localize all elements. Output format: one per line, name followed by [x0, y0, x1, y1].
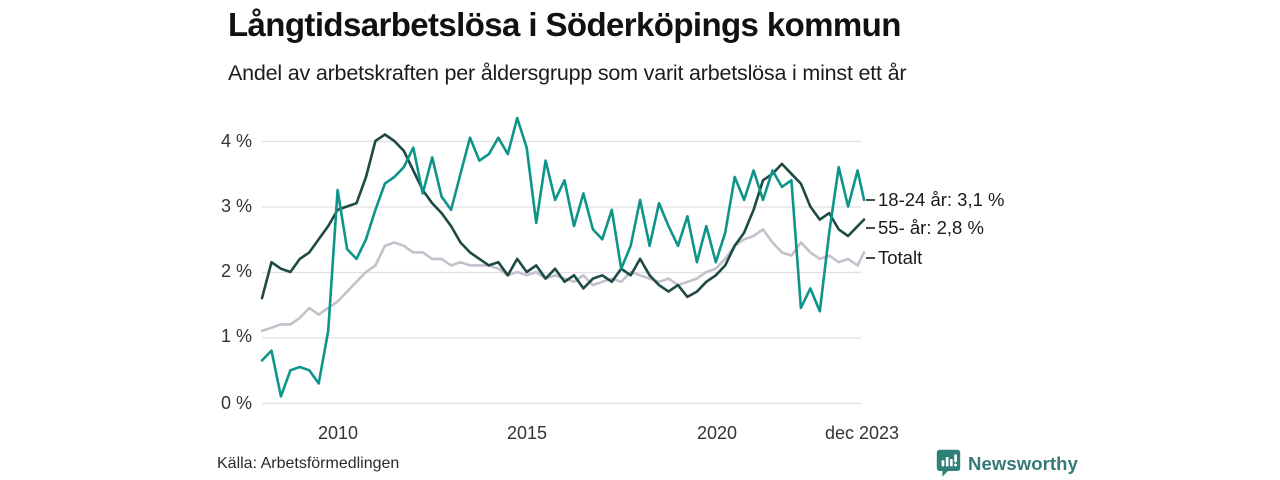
y-axis-tick: 3 % — [220, 196, 252, 216]
legend-label: 55- år: 2,8 % — [878, 217, 984, 238]
chart-subtitle: Andel av arbetskraften per åldersgrupp s… — [228, 61, 907, 85]
brand-name: Newsworthy — [968, 452, 1078, 474]
y-axis-tick: 4 % — [220, 131, 252, 151]
legend-dash-icon — [866, 227, 875, 229]
y-axis-tick: 0 % — [220, 393, 252, 413]
y-axis-tick: 2 % — [220, 261, 252, 281]
x-axis-tick: 2015 — [506, 423, 548, 443]
y-axis-tick: 1 % — [220, 326, 252, 346]
legend-dash-icon — [866, 199, 875, 201]
x-axis-tick: 2010 — [317, 423, 359, 443]
legend-dash-icon — [866, 257, 875, 259]
bar-chart-speech-bubble-icon — [936, 449, 961, 477]
legend-label: Totalt — [878, 247, 923, 268]
legend-entry-total: Totalt — [866, 246, 922, 270]
x-axis-tick: dec 2023 — [824, 423, 900, 443]
legend-entry-18-24: 18-24 år: 3,1 % — [866, 188, 1005, 212]
newsworthy-logo: Newsworthy — [936, 449, 1078, 478]
x-axis-tick: 2020 — [696, 423, 738, 443]
page-title: Långtidsarbetslösa i Söderköpings kommun — [228, 6, 901, 43]
legend-label: 18-24 år: 3,1 % — [878, 189, 1005, 210]
legend-entry-55-plus: 55- år: 2,8 % — [866, 216, 984, 240]
source-note: Källa: Arbetsförmedlingen — [217, 455, 400, 472]
